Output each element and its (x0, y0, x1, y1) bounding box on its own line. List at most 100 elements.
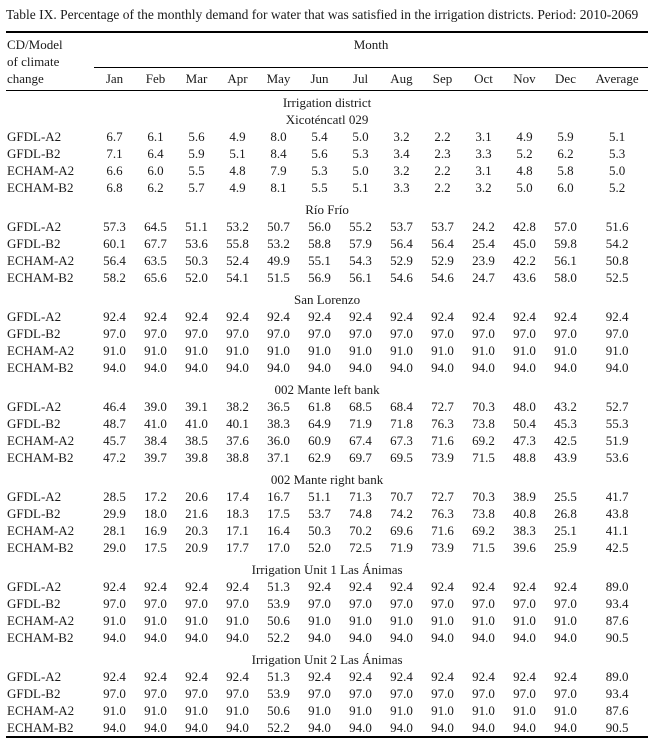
cell-value: 97.0 (554, 326, 577, 341)
cell-value: 5.0 (352, 163, 369, 178)
row-label: GFDL-A2 (7, 219, 62, 234)
cell-value: 91.0 (308, 703, 331, 718)
cell-value: 42.2 (513, 253, 536, 268)
col-header-average: Average (586, 67, 649, 91)
cell-value: 29.9 (103, 506, 126, 521)
cell-value: 53.7 (390, 219, 413, 234)
cell-value: 91.0 (431, 343, 454, 358)
cell-value: 45.7 (103, 433, 126, 448)
cell-value: 41.1 (605, 523, 629, 538)
col-header-may: May (258, 67, 299, 91)
cell-value: 92.4 (226, 669, 249, 684)
cell-value: 42.5 (554, 433, 577, 448)
cell-value: 92.4 (103, 669, 126, 684)
cell-value: 94.0 (349, 360, 372, 375)
data-row: ECHAM-B2 94.0 94.0 94.0 94.0 52.2 94.0 94.0 94.0… (6, 719, 648, 737)
cell-value: 52.0 (308, 540, 331, 555)
cell-value: 3.3 (475, 146, 492, 161)
cell-value: 3.2 (393, 129, 410, 144)
cell-value: 71.9 (349, 416, 372, 431)
cell-value: 6.1 (147, 129, 164, 144)
cell-value: 5.5 (311, 180, 328, 195)
cell-value: 91.0 (513, 343, 536, 358)
cell-value: 94.0 (513, 360, 536, 375)
cell-value: 25.1 (554, 523, 577, 538)
cell-value: 64.9 (308, 416, 331, 431)
cell-value: 92.4 (185, 669, 208, 684)
corner-header-line-2: of climate (7, 54, 60, 69)
cell-value: 97.0 (103, 686, 126, 701)
cell-value: 90.5 (605, 630, 629, 645)
cell-value: 91.0 (144, 703, 167, 718)
row-label: GFDL-B2 (7, 596, 61, 611)
cell-value: 90.5 (605, 720, 629, 735)
cell-value: 58.0 (554, 270, 577, 285)
cell-value: 7.9 (270, 163, 287, 178)
cell-value: 97.0 (554, 686, 577, 701)
cell-value: 2.3 (434, 146, 451, 161)
col-header-nov: Nov (504, 67, 545, 91)
cell-value: 43.2 (554, 399, 577, 414)
cell-value: 6.0 (557, 180, 574, 195)
cell-value: 92.4 (349, 669, 372, 684)
cell-value: 94.0 (226, 360, 249, 375)
cell-value: 97.0 (554, 596, 577, 611)
row-label: GFDL-B2 (7, 686, 61, 701)
cell-value: 94.0 (431, 360, 454, 375)
cell-value: 56.0 (308, 219, 331, 234)
cell-value: 53.6 (185, 236, 208, 251)
cell-value: 51.3 (267, 579, 290, 594)
cell-value: 93.4 (605, 596, 629, 611)
cell-value: 56.9 (308, 270, 331, 285)
cell-value: 39.8 (185, 450, 208, 465)
cell-value: 4.9 (229, 129, 246, 144)
cell-value: 91.0 (185, 613, 208, 628)
table-body: Irrigation district Xicoténcatl 029 GFDL-A… (6, 91, 648, 738)
cell-value: 97.0 (390, 326, 413, 341)
cell-value: 92.4 (554, 309, 577, 324)
cell-value: 97.0 (431, 596, 454, 611)
cell-value: 92.4 (513, 309, 536, 324)
cell-value: 72.5 (349, 540, 372, 555)
cell-value: 97.0 (431, 686, 454, 701)
cell-value: 94.0 (308, 360, 331, 375)
data-row: ECHAM-A2 28.1 16.9 20.3 17.1 16.4 50.3 70.2 69.6… (6, 522, 648, 539)
cell-value: 97.0 (513, 596, 536, 611)
cell-value: 26.8 (554, 506, 577, 521)
cell-value: 25.9 (554, 540, 577, 555)
cell-value: 6.6 (106, 163, 123, 178)
cell-value: 94.0 (431, 630, 454, 645)
section-header: Xicoténcatl 029 (285, 112, 369, 127)
cell-value: 57.0 (554, 219, 577, 234)
cell-value: 53.7 (308, 506, 331, 521)
cell-value: 73.9 (431, 450, 454, 465)
cell-value: 48.8 (513, 450, 536, 465)
cell-value: 94.0 (554, 360, 577, 375)
row-label: GFDL-B2 (7, 236, 61, 251)
cell-value: 51.1 (308, 489, 331, 504)
cell-value: 92.4 (431, 309, 454, 324)
data-row: ECHAM-A2 45.7 38.4 38.5 37.6 36.0 60.9 67.4 67.3… (6, 432, 648, 449)
cell-value: 59.8 (554, 236, 577, 251)
cell-value: 94.0 (144, 630, 167, 645)
cell-value: 3.2 (393, 163, 410, 178)
data-row: GFDL-A2 92.4 92.4 92.4 92.4 51.3 92.4 92.4 92.4 9… (6, 578, 648, 595)
section-header: Río Frío (305, 202, 349, 217)
cell-value: 97.0 (144, 686, 167, 701)
cell-value: 94.0 (472, 630, 495, 645)
cell-value: 16.4 (267, 523, 290, 538)
col-header-jan: Jan (94, 67, 135, 91)
cell-value: 53.9 (267, 686, 290, 701)
cell-value: 43.9 (554, 450, 577, 465)
cell-value: 51.3 (267, 669, 290, 684)
cell-value: 2.2 (434, 129, 451, 144)
row-label: GFDL-A2 (7, 129, 62, 144)
cell-value: 94.0 (185, 360, 208, 375)
col-header-jul: Jul (340, 67, 381, 91)
cell-value: 92.4 (554, 579, 577, 594)
cell-value: 97.0 (226, 596, 249, 611)
cell-value: 91.0 (103, 703, 126, 718)
cell-value: 97.0 (349, 326, 372, 341)
cell-value: 97.0 (103, 596, 126, 611)
cell-value: 91.0 (185, 343, 208, 358)
